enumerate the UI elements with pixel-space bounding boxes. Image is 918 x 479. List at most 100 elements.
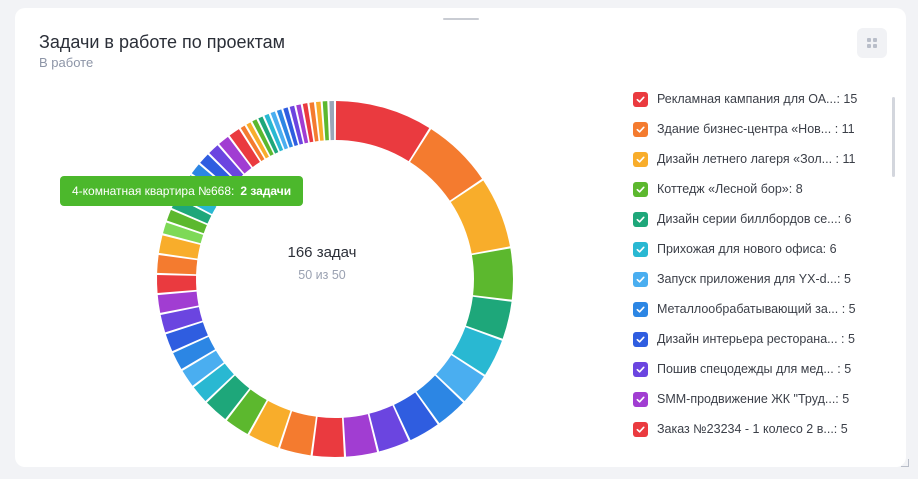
donut-segment-47[interactable] <box>309 102 319 142</box>
donut-segment-15[interactable] <box>226 389 267 435</box>
legend-item[interactable]: Коттедж «Лесной бор»: 8 <box>633 174 875 204</box>
donut-segment-18[interactable] <box>182 350 224 386</box>
legend-value: 5 <box>848 302 856 316</box>
legend-checkbox-icon[interactable] <box>633 271 648 287</box>
legend-text: Пошив спецодежды для мед... : 5 <box>657 362 875 376</box>
donut-segment-17[interactable] <box>193 363 234 402</box>
donut-segment-49[interactable] <box>322 101 329 141</box>
donut-segment-48[interactable] <box>316 101 324 141</box>
legend-scrollbar[interactable] <box>892 97 895 177</box>
donut-segment-20[interactable] <box>165 322 208 352</box>
legend-item[interactable]: Дизайн серии биллбордов се...: 6 <box>633 204 875 234</box>
legend-value: 5 <box>848 332 855 346</box>
legend-text: Дизайн серии биллбордов се...: 6 <box>657 212 875 226</box>
donut-segment-19[interactable] <box>173 336 216 370</box>
chart-legend: Рекламная кампания для ОА...: 15 Здание б… <box>633 84 875 444</box>
legend-value: 5 <box>843 272 851 286</box>
donut-segment-46[interactable] <box>302 103 314 143</box>
donut-segment-7[interactable] <box>436 355 484 402</box>
donut-segment-11[interactable] <box>343 414 378 457</box>
legend-text: Коттедж «Лесной бор»: 8 <box>657 182 875 196</box>
donut-segment-34[interactable] <box>219 136 252 174</box>
donut-segment-41[interactable] <box>270 111 289 150</box>
legend-separator: : <box>833 362 845 376</box>
legend-label: Здание бизнес-центра «Нов... <box>657 122 832 136</box>
donut-segment-22[interactable] <box>157 291 199 313</box>
legend-item[interactable]: Пошив спецодежды для мед... : 5 <box>633 354 875 384</box>
legend-item[interactable]: Дизайн интерьера ресторана... : 5 <box>633 324 875 354</box>
center-sub-label: 50 из 50 <box>298 268 346 282</box>
donut-segment-8[interactable] <box>416 375 464 424</box>
donut-segment-4[interactable] <box>471 248 513 300</box>
legend-item[interactable]: SMM-продвижение ЖК "Труд...: 5 <box>633 384 875 414</box>
legend-value: 5 <box>840 422 848 436</box>
legend-text: Заказ №23234 - 1 колесо 2 в...: 5 <box>657 422 875 436</box>
donut-segment-24[interactable] <box>157 255 198 275</box>
legend-separator: : <box>838 302 849 316</box>
donut-segment-45[interactable] <box>296 104 309 144</box>
legend-separator: : <box>837 332 848 346</box>
donut-segment-33[interactable] <box>209 145 244 181</box>
legend-checkbox-icon[interactable] <box>633 331 648 347</box>
donut-segment-3[interactable] <box>450 180 510 254</box>
legend-value: 5 <box>844 362 852 376</box>
donut-segment-2[interactable] <box>410 129 483 201</box>
donut-segment-35[interactable] <box>229 129 260 167</box>
legend-checkbox-icon[interactable] <box>633 301 648 317</box>
donut-segment-36[interactable] <box>240 125 265 162</box>
legend-checkbox-icon[interactable] <box>633 361 648 377</box>
legend-item[interactable]: Дизайн летнего лагеря «Зол... : 11 <box>633 144 875 174</box>
donut-segment-10[interactable] <box>369 405 409 452</box>
legend-checkbox-icon[interactable] <box>633 181 648 197</box>
legend-label: Пошив спецодежды для мед... <box>657 362 834 376</box>
legend-checkbox-icon[interactable] <box>633 211 648 227</box>
drag-handle[interactable] <box>443 18 479 20</box>
donut-segment-5[interactable] <box>465 296 512 339</box>
donut-segment-25[interactable] <box>158 235 201 259</box>
donut-segment-50[interactable] <box>329 101 335 141</box>
donut-segment-13[interactable] <box>280 411 316 456</box>
widget-title: Задачи в работе по проектам <box>39 32 286 52</box>
donut-segment-39[interactable] <box>258 116 279 154</box>
donut-segment-9[interactable] <box>394 392 438 441</box>
legend-checkbox-icon[interactable] <box>633 121 648 137</box>
donut-segment-12[interactable] <box>312 416 344 458</box>
legend-separator: : <box>835 392 843 406</box>
legend-value: 15 <box>843 92 858 106</box>
donut-segment-37[interactable] <box>246 122 269 159</box>
donut-segment-40[interactable] <box>264 113 284 152</box>
legend-label: Рекламная кампания для ОА... <box>657 92 837 106</box>
donut-segment-23[interactable] <box>157 275 197 293</box>
legend-item[interactable]: Металлообрабатывающий за... : 5 <box>633 294 875 324</box>
resize-handle-icon[interactable] <box>901 459 909 467</box>
widget-subtitle: В работе <box>39 55 94 70</box>
donut-segment-16[interactable] <box>206 375 250 420</box>
legend-item[interactable]: Здание бизнес-центра «Нов... : 11 <box>633 114 875 144</box>
donut-segment-27[interactable] <box>166 209 207 234</box>
donut-segment-44[interactable] <box>289 105 304 145</box>
donut-segment-38[interactable] <box>252 119 274 156</box>
legend-checkbox-icon[interactable] <box>633 151 648 167</box>
legend-item[interactable]: Запуск приложения для YX-d...: 5 <box>633 264 875 294</box>
legend-checkbox-icon[interactable] <box>633 421 648 437</box>
legend-separator: : <box>833 422 841 436</box>
legend-checkbox-icon[interactable] <box>633 241 648 257</box>
donut-segment-26[interactable] <box>162 222 204 244</box>
legend-item[interactable]: Прихожая для нового офиса: 6 <box>633 234 875 264</box>
legend-label: Заказ №23234 - 1 колесо 2 в... <box>657 422 834 436</box>
donut-segment-1[interactable] <box>335 101 430 162</box>
donut-segment-42[interactable] <box>276 109 293 148</box>
chart-tooltip: 4-комнатная квартира №668: 2 задачи <box>60 176 304 206</box>
legend-checkbox-icon[interactable] <box>633 91 648 107</box>
donut-segment-14[interactable] <box>249 400 291 448</box>
legend-text: Дизайн летнего лагеря «Зол... : 11 <box>657 152 875 166</box>
donut-segment-21[interactable] <box>160 307 203 333</box>
legend-item[interactable]: Рекламная кампания для ОА...: 15 <box>633 84 875 114</box>
legend-checkbox-icon[interactable] <box>633 391 648 407</box>
donut-segment-6[interactable] <box>452 327 502 375</box>
donut-segment-43[interactable] <box>283 107 299 147</box>
widget-menu-button[interactable] <box>857 28 887 58</box>
legend-item[interactable]: Заказ №23234 - 1 колесо 2 в...: 5 <box>633 414 875 444</box>
legend-text: Прихожая для нового офиса: 6 <box>657 242 875 256</box>
legend-separator: : <box>837 272 844 286</box>
